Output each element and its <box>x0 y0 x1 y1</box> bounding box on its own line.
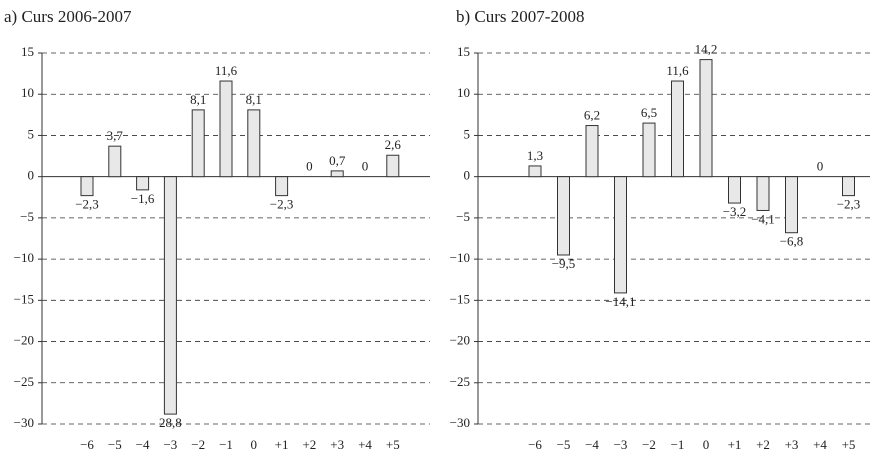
x-tick-label: +2 <box>756 437 770 452</box>
value-label: 28,8 <box>159 415 182 430</box>
value-label: −4,1 <box>751 211 775 226</box>
bar <box>275 176 289 197</box>
value-label: 0 <box>817 159 824 174</box>
y-tick-label: −5 <box>456 209 470 224</box>
value-label: 6,5 <box>641 105 657 120</box>
x-tick-label: +3 <box>785 437 799 452</box>
value-label: 0 <box>306 159 313 174</box>
y-tick-label: 15 <box>457 44 470 59</box>
y-tick-label: 15 <box>21 44 34 59</box>
chart-title: b) Curs 2007-2008 <box>456 7 584 26</box>
y-tick-label: −30 <box>450 415 470 430</box>
y-tick-label: −5 <box>20 209 34 224</box>
x-tick-label: +5 <box>386 437 400 452</box>
bar <box>219 80 233 178</box>
y-tick-label: −10 <box>14 250 34 265</box>
value-label: −9,5 <box>552 256 576 271</box>
value-label: 11,6 <box>215 63 238 78</box>
bar <box>386 154 400 178</box>
x-tick-label: −3 <box>614 437 628 452</box>
bar <box>247 109 261 178</box>
bar <box>585 125 599 178</box>
x-tick-label: −1 <box>671 437 685 452</box>
x-tick-label: −4 <box>136 437 150 452</box>
value-label: 8,1 <box>190 92 206 107</box>
x-tick-label: −3 <box>163 437 177 452</box>
value-label: −2,3 <box>837 197 861 212</box>
bar <box>728 176 741 204</box>
y-tick-label: −15 <box>14 291 34 306</box>
y-tick-label: −15 <box>450 291 470 306</box>
chart-title: a) Curs 2006-2007 <box>4 7 132 26</box>
y-tick-label: 0 <box>28 168 35 183</box>
bar <box>136 176 150 191</box>
value-label: −2,3 <box>270 197 294 212</box>
value-label: 3,7 <box>107 128 124 143</box>
value-label: 14,2 <box>695 42 718 57</box>
value-label: 2,6 <box>385 137 402 152</box>
bar <box>528 165 542 178</box>
bar <box>699 59 713 178</box>
y-tick-label: 5 <box>464 126 471 141</box>
y-tick-label: 0 <box>464 168 471 183</box>
y-tick-label: −25 <box>14 374 34 389</box>
bar <box>756 176 770 211</box>
value-label: 6,2 <box>584 108 600 123</box>
x-tick-label: +3 <box>330 437 344 452</box>
bar <box>163 176 177 415</box>
value-label: −6,8 <box>780 234 804 249</box>
y-tick-label: 5 <box>28 126 35 141</box>
bar <box>614 176 627 294</box>
bar <box>785 176 798 234</box>
bar <box>671 80 684 178</box>
x-tick-label: −5 <box>557 437 571 452</box>
y-tick-label: −30 <box>14 415 34 430</box>
x-tick-label: +5 <box>842 437 856 452</box>
y-tick-label: −10 <box>450 250 470 265</box>
bar <box>842 176 855 197</box>
x-tick-label: +1 <box>728 437 742 452</box>
bar <box>557 176 570 256</box>
bar <box>642 122 656 178</box>
value-label: −14,1 <box>605 294 635 309</box>
x-tick-label: 0 <box>251 437 258 452</box>
x-tick-label: −2 <box>191 437 205 452</box>
x-tick-label: −4 <box>585 437 599 452</box>
value-label: −2,3 <box>75 197 99 212</box>
x-tick-label: −5 <box>108 437 122 452</box>
bar <box>80 176 94 197</box>
y-tick-label: 10 <box>457 85 470 100</box>
x-tick-label: +2 <box>302 437 316 452</box>
value-label: 1,3 <box>527 148 543 163</box>
value-label: −1,6 <box>131 191 155 206</box>
x-tick-label: +4 <box>358 437 372 452</box>
y-tick-label: −25 <box>450 374 470 389</box>
y-tick-label: 10 <box>21 85 34 100</box>
bar <box>108 145 122 178</box>
value-label: 11,6 <box>666 63 689 78</box>
x-tick-label: −1 <box>219 437 233 452</box>
bar <box>191 109 205 178</box>
value-label: 8,1 <box>246 92 262 107</box>
x-tick-label: −6 <box>80 437 94 452</box>
x-tick-label: −6 <box>528 437 542 452</box>
value-label: −3,2 <box>723 204 747 219</box>
x-tick-label: +4 <box>813 437 827 452</box>
y-tick-label: −20 <box>14 333 34 348</box>
x-tick-label: −2 <box>642 437 656 452</box>
bar <box>330 170 344 178</box>
value-label: 0 <box>362 159 369 174</box>
value-label: 0,7 <box>329 153 346 168</box>
y-tick-label: −20 <box>450 333 470 348</box>
x-tick-label: +1 <box>275 437 289 452</box>
x-tick-label: 0 <box>703 437 710 452</box>
